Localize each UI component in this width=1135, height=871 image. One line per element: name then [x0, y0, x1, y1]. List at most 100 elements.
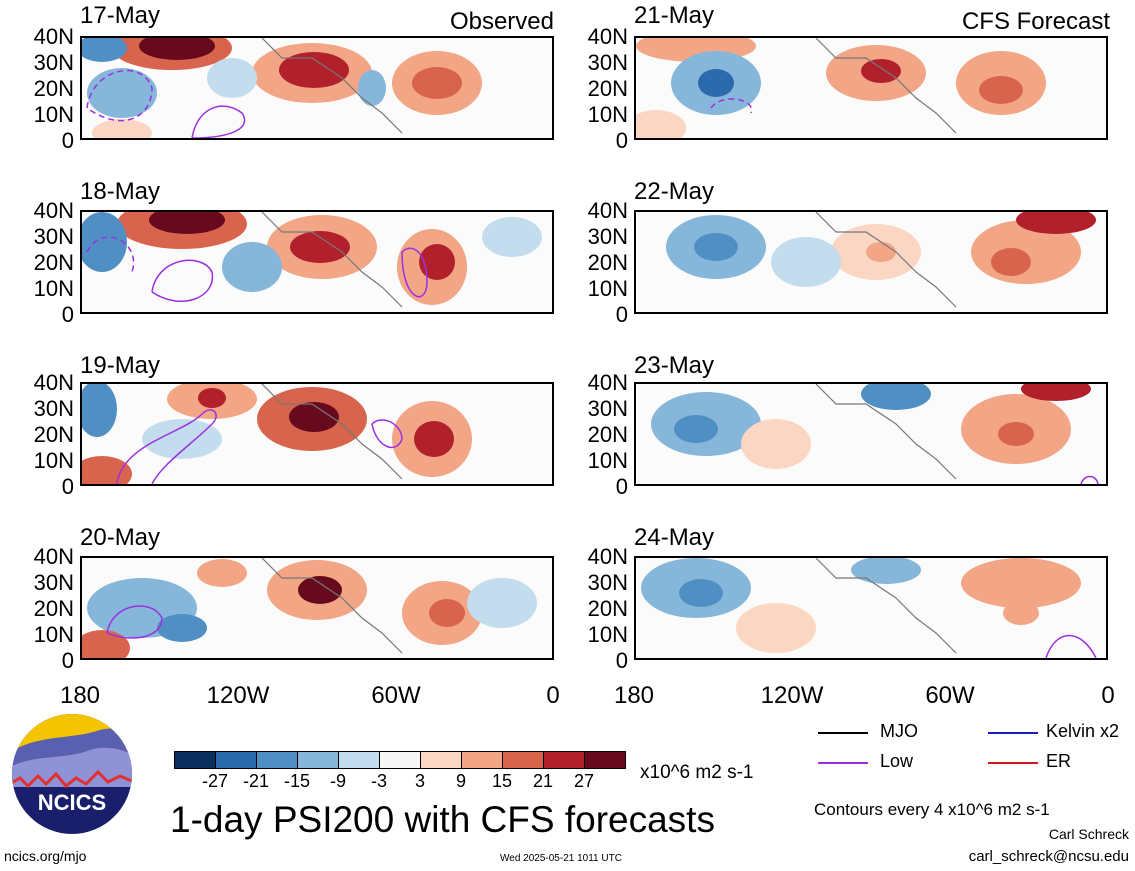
lat-label-30n: 30N	[33, 570, 74, 595]
panel-date-observed-2: 18-May	[80, 178, 161, 205]
lon-label-120w: 120W	[206, 682, 270, 709]
lat-label-40n: 40N	[587, 24, 628, 49]
lat-label-40n: 40N	[587, 370, 628, 395]
lat-label-0: 0	[615, 302, 628, 327]
lat-label-20n: 20N	[587, 76, 628, 101]
lat-label-20n: 20N	[587, 422, 628, 447]
ncics-logo: NCICS	[10, 712, 134, 836]
colorbar-tick: -9	[329, 771, 347, 791]
legend-kelvin-label: Kelvin x2	[1046, 721, 1120, 741]
lat-label-30n: 30N	[587, 570, 628, 595]
colorbar-bin	[256, 751, 298, 769]
colorbar	[174, 751, 626, 769]
lat-label-10n: 10N	[33, 276, 74, 301]
lat-label-0: 0	[615, 648, 628, 673]
observed-header: Observed	[449, 8, 554, 35]
panel-date-observed-4: 20-May	[80, 524, 161, 551]
colorbar-bin	[338, 751, 380, 769]
lon-label-0: 0	[546, 682, 560, 709]
lon-label-0: 0	[1101, 682, 1115, 709]
lat-label-10n: 10N	[587, 102, 628, 127]
lat-label-40n: 40N	[33, 544, 74, 569]
panel-date-observed-1: 17-May	[80, 2, 161, 29]
colorbar-units: x10^6 m2 s-1	[640, 762, 754, 783]
panel-date-observed-3: 19-May	[80, 352, 161, 379]
colorbar-tick: -21	[242, 771, 270, 791]
colorbar-tick: -27	[201, 771, 229, 791]
lat-label-10n: 10N	[587, 448, 628, 473]
colorbar-bin	[297, 751, 339, 769]
lat-label-40n: 40N	[33, 370, 74, 395]
lat-label-0: 0	[615, 474, 628, 499]
lat-label-20n: 20N	[587, 596, 628, 621]
lat-label-30n: 30N	[587, 224, 628, 249]
lat-label-10n: 10N	[587, 276, 628, 301]
map-panel-forecast-4	[634, 556, 1108, 660]
lon-label-180: 180	[59, 682, 101, 709]
colorbar-bin	[543, 751, 585, 769]
lon-label-60w: 60W	[371, 682, 421, 709]
footer-timestamp: Wed 2025-05-21 1011 UTC	[500, 853, 622, 864]
lat-label-20n: 20N	[587, 250, 628, 275]
lat-label-10n: 10N	[33, 448, 74, 473]
lat-label-30n: 30N	[33, 396, 74, 421]
map-panel-observed-2	[80, 210, 554, 314]
colorbar-tick: 15	[491, 771, 513, 791]
panel-date-forecast-1: 21-May	[634, 2, 715, 29]
lat-label-30n: 30N	[33, 224, 74, 249]
lat-label-0: 0	[61, 474, 74, 499]
legend-er-line	[988, 762, 1038, 764]
panel-date-forecast-2: 22-May	[634, 178, 715, 205]
map-panel-forecast-2	[634, 210, 1108, 314]
colorbar-bin	[215, 751, 257, 769]
lat-label-40n: 40N	[33, 24, 74, 49]
colorbar-bin	[420, 751, 462, 769]
lon-label-120w: 120W	[760, 682, 824, 709]
lat-label-20n: 20N	[33, 250, 74, 275]
panel-date-forecast-4: 24-May	[634, 524, 715, 551]
legend-kelvin-line	[988, 732, 1038, 734]
legend-low-line	[818, 762, 868, 764]
colorbar-bin	[584, 751, 626, 769]
lat-label-10n: 10N	[587, 622, 628, 647]
colorbar-bin	[502, 751, 544, 769]
lat-label-40n: 40N	[587, 198, 628, 223]
lat-label-20n: 20N	[33, 596, 74, 621]
colorbar-bin	[379, 751, 421, 769]
footer-url[interactable]: ncics.org/mjo	[4, 848, 87, 864]
lon-label-180: 180	[613, 682, 655, 709]
map-panel-observed-3	[80, 382, 554, 486]
author-email[interactable]: carl_schreck@ncsu.edu	[968, 848, 1129, 865]
colorbar-tick: 9	[455, 771, 467, 791]
ncics-logo-text: NCICS	[38, 790, 106, 815]
lat-label-40n: 40N	[587, 544, 628, 569]
colorbar-tick: 21	[532, 771, 554, 791]
legend-low-label: Low	[880, 751, 914, 771]
colorbar-tick: 3	[414, 771, 426, 791]
colorbar-tick: -3	[370, 771, 388, 791]
forecast-header: CFS Forecast	[961, 8, 1110, 35]
legend-mjo-line	[818, 732, 868, 734]
lat-label-0: 0	[61, 648, 74, 673]
colorbar-bin	[174, 751, 216, 769]
colorbar-tick: -15	[283, 771, 311, 791]
lat-label-20n: 20N	[33, 76, 74, 101]
legend-mjo-label: MJO	[880, 721, 918, 741]
lat-label-0: 0	[61, 302, 74, 327]
map-panel-observed-1	[80, 36, 554, 140]
lat-label-30n: 30N	[33, 50, 74, 75]
map-panel-observed-4	[80, 556, 554, 660]
colorbar-tick: 27	[573, 771, 595, 791]
lat-label-30n: 30N	[587, 50, 628, 75]
lat-label-10n: 10N	[33, 102, 74, 127]
lon-label-60w: 60W	[925, 682, 975, 709]
lat-label-30n: 30N	[587, 396, 628, 421]
lat-label-0: 0	[61, 128, 74, 153]
legend-er-label: ER	[1046, 751, 1072, 771]
panel-date-forecast-3: 23-May	[634, 352, 715, 379]
lat-label-40n: 40N	[33, 198, 74, 223]
lat-label-20n: 20N	[33, 422, 74, 447]
contour-note: Contours every 4 x10^6 m2 s-1	[814, 800, 1050, 819]
map-panel-forecast-1	[634, 36, 1108, 140]
colorbar-bin	[461, 751, 503, 769]
